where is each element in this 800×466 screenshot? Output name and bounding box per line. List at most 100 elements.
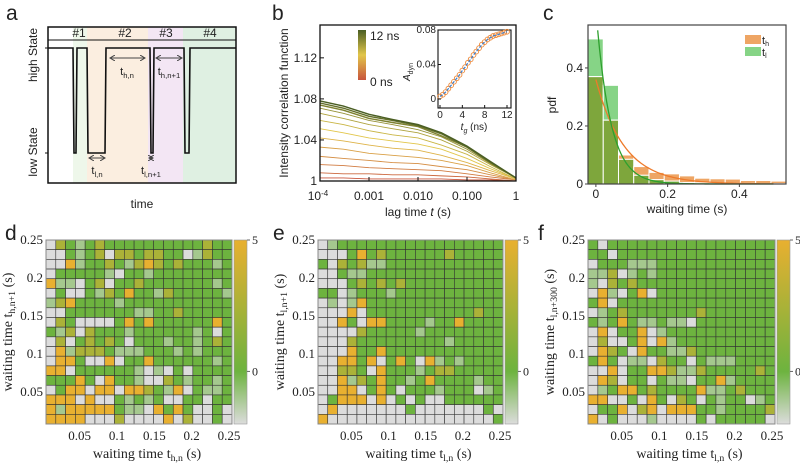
inset-data-point [465,59,471,66]
heatmap-cell [434,326,445,338]
heatmap-cell [221,355,233,367]
heatmap-cell [327,384,338,396]
heatmap-cell [705,317,717,328]
heatmap-cell [666,307,677,318]
heatmap-cell [317,384,329,396]
heatmap-cell [395,249,406,260]
heatmap-cell [715,346,727,357]
heatmap-cell [133,307,145,318]
heatmap-cell [755,307,766,318]
heatmap-cell [666,259,677,270]
heatmap-cell [366,249,377,260]
heatmap-cell [715,317,727,328]
heatmap-cell [725,384,736,396]
heatmap-cell [55,326,66,338]
heatmap-cell [656,414,668,425]
heatmap-cell [84,365,96,376]
heatmap-cell [182,346,194,357]
heatmap-cell [366,307,377,318]
heatmap-cell [163,317,174,328]
heatmap-cell [725,355,736,367]
heatmap-cell [104,239,115,250]
heatmap-cell [376,414,387,425]
y-tick-label: 0.2 [569,270,585,285]
bar-overlap [602,119,619,185]
heatmap-cell [444,346,455,357]
heatmap-cell [666,278,677,289]
heatmap-cell [124,317,135,328]
heatmap-cell [454,404,465,415]
heatmap-cell [163,365,174,376]
heatmap-cell [627,355,638,367]
heatmap-cell [221,278,233,289]
segment-label: #1 [72,26,86,40]
heatmap-cell [454,346,465,357]
inset-data-point [476,45,482,51]
x-tick-label: 0.4 [731,187,748,201]
heatmap-cell [395,268,406,280]
colorbar-top-label: 12 ns [370,29,399,43]
heatmap-cell [395,375,406,386]
heatmap-cell [212,365,223,376]
heatmap-cell [666,288,677,299]
heatmap-cell [75,326,86,338]
heatmap-cell [75,297,86,309]
heatmap-cell [745,365,756,376]
heatmap-cell [424,297,436,309]
heatmap-cell [104,375,115,386]
label-subscript: h,n+1 [7,291,18,314]
heatmap-cell [695,414,707,425]
label-variable: t [439,447,443,462]
heatmap-cell [587,414,599,425]
heatmap-cell [192,297,203,309]
heatmap-cell [317,317,329,328]
colorbar-label: 5 [252,233,258,247]
heatmap-cell [646,404,658,415]
colorbar-label: 0 [252,364,258,378]
heatmap-cell [182,259,194,270]
heatmap-cell [483,375,494,386]
heatmap-cell [725,297,736,309]
heatmap-cell [755,239,766,250]
inset-data-point [492,32,499,39]
heatmap-cell [104,346,115,357]
panel-d-heatmap: 0.05 0.1 0.15 0.2 0.25 0.05 0.1 0.15 0.2 0.25 wait… [1,232,258,464]
label-subscript: l,n+1 [279,292,290,313]
heatmap-cell [473,239,484,250]
heatmap-cell [764,278,776,289]
heatmap-cell [483,414,494,425]
heatmap-cell [172,239,184,250]
heatmap-cell [745,317,756,328]
heatmap-cell [735,394,746,405]
heatmap-cell [327,259,338,270]
heatmap-cell [463,288,475,299]
heatmap-cell [636,346,648,357]
segment-label: #3 [159,26,173,40]
heatmap-cell [94,268,106,280]
heatmap-cell [434,239,445,250]
heatmap-cell [764,404,776,415]
heatmap-cell [163,404,174,415]
heatmap-cell [133,326,145,338]
heatmap-cell [415,355,426,367]
heatmap-cell [627,414,638,425]
heatmap-cell [745,355,756,367]
heatmap-cell [656,239,668,250]
heatmap-cell [356,394,367,405]
y-tick-label: 0.1 [299,346,315,361]
legend-label: th [762,35,769,48]
heatmap-cell [153,317,164,328]
heatmap-cell [45,239,57,250]
heatmap-cell [636,355,648,367]
heatmap-cell [636,249,648,260]
heatmap-cell [695,336,707,347]
xlabel-time: time [131,197,154,211]
heatmap-cell [656,268,668,280]
heatmap-cell [444,288,455,299]
heatmap-cell [317,404,329,415]
heatmap-cell [627,365,638,376]
heatmap-cell [725,288,736,299]
heatmap-cell [434,288,445,299]
heatmap-cell [444,394,455,405]
heatmap-cell [192,278,203,289]
